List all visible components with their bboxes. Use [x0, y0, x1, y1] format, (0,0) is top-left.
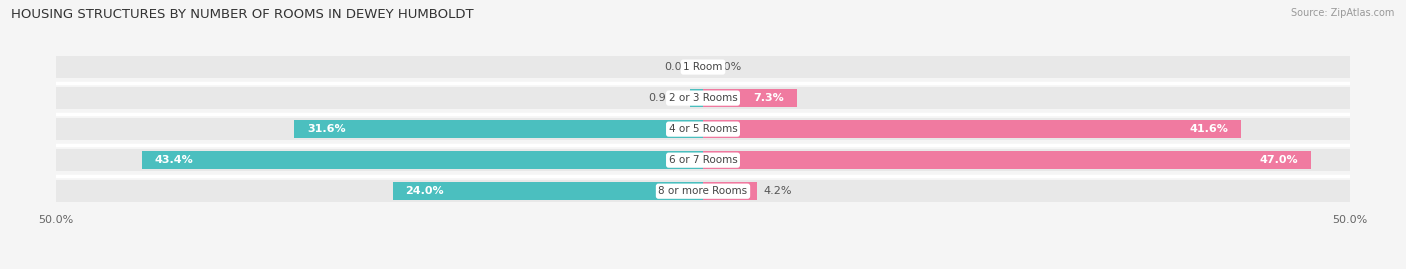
Bar	[56, 87, 1350, 109]
Bar	[703, 182, 758, 200]
Bar	[690, 89, 703, 107]
Bar	[56, 180, 1350, 202]
Bar	[703, 151, 1310, 169]
Text: 6 or 7 Rooms: 6 or 7 Rooms	[669, 155, 737, 165]
Text: 7.3%: 7.3%	[754, 93, 785, 103]
Text: 31.6%: 31.6%	[307, 124, 346, 134]
Bar	[56, 56, 1350, 78]
Text: 41.6%: 41.6%	[1189, 124, 1229, 134]
Bar	[294, 120, 703, 138]
Text: 8 or more Rooms: 8 or more Rooms	[658, 186, 748, 196]
Text: HOUSING STRUCTURES BY NUMBER OF ROOMS IN DEWEY HUMBOLDT: HOUSING STRUCTURES BY NUMBER OF ROOMS IN…	[11, 8, 474, 21]
Text: Source: ZipAtlas.com: Source: ZipAtlas.com	[1291, 8, 1395, 18]
Bar	[56, 118, 1350, 140]
Bar	[56, 149, 1350, 171]
Bar	[703, 89, 797, 107]
Text: 2 or 3 Rooms: 2 or 3 Rooms	[669, 93, 737, 103]
Text: 4 or 5 Rooms: 4 or 5 Rooms	[669, 124, 737, 134]
Text: 0.98%: 0.98%	[648, 93, 683, 103]
Text: 24.0%: 24.0%	[405, 186, 444, 196]
Text: 0.0%: 0.0%	[665, 62, 693, 72]
Bar	[703, 120, 1241, 138]
Text: 43.4%: 43.4%	[155, 155, 193, 165]
Bar	[142, 151, 703, 169]
Text: 4.2%: 4.2%	[763, 186, 793, 196]
Text: 0.0%: 0.0%	[713, 62, 741, 72]
Text: 1 Room: 1 Room	[683, 62, 723, 72]
Bar	[392, 182, 703, 200]
Text: 47.0%: 47.0%	[1260, 155, 1298, 165]
